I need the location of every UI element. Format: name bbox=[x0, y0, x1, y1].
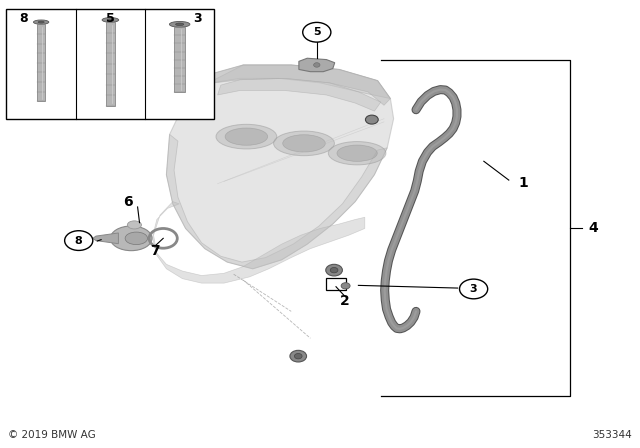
Ellipse shape bbox=[125, 232, 147, 245]
Text: 4: 4 bbox=[588, 221, 598, 236]
Circle shape bbox=[365, 115, 378, 124]
Polygon shape bbox=[299, 58, 335, 72]
Ellipse shape bbox=[283, 135, 325, 152]
Ellipse shape bbox=[110, 226, 152, 250]
Ellipse shape bbox=[107, 19, 114, 21]
Ellipse shape bbox=[127, 221, 141, 229]
Bar bbox=[6, 9, 214, 119]
Bar bbox=[37, 24, 45, 101]
Ellipse shape bbox=[337, 145, 378, 161]
Ellipse shape bbox=[225, 128, 268, 145]
Polygon shape bbox=[218, 78, 381, 111]
Bar bbox=[326, 278, 346, 290]
Ellipse shape bbox=[33, 20, 49, 24]
Text: © 2019 BMW AG: © 2019 BMW AG bbox=[8, 430, 95, 439]
Circle shape bbox=[330, 267, 338, 273]
Text: 8: 8 bbox=[19, 12, 28, 25]
Ellipse shape bbox=[102, 17, 119, 22]
Polygon shape bbox=[93, 233, 118, 244]
Text: 5: 5 bbox=[313, 27, 321, 37]
Circle shape bbox=[314, 63, 320, 67]
Text: 2: 2 bbox=[339, 294, 349, 308]
Text: 353344: 353344 bbox=[593, 430, 632, 439]
Text: 7: 7 bbox=[150, 244, 160, 258]
Polygon shape bbox=[198, 65, 390, 105]
Bar bbox=[174, 27, 186, 92]
Text: 6: 6 bbox=[123, 195, 133, 210]
Text: 5: 5 bbox=[106, 12, 115, 25]
Text: 8: 8 bbox=[75, 236, 83, 246]
Circle shape bbox=[65, 231, 93, 250]
Circle shape bbox=[460, 279, 488, 299]
Polygon shape bbox=[195, 65, 390, 99]
Circle shape bbox=[294, 353, 302, 359]
Ellipse shape bbox=[170, 22, 190, 27]
Polygon shape bbox=[166, 134, 387, 269]
Circle shape bbox=[303, 22, 331, 42]
Ellipse shape bbox=[38, 21, 44, 23]
Text: 1: 1 bbox=[518, 176, 529, 190]
Ellipse shape bbox=[274, 131, 334, 155]
Bar bbox=[106, 22, 115, 106]
Text: 3: 3 bbox=[470, 284, 477, 294]
Circle shape bbox=[326, 264, 342, 276]
Polygon shape bbox=[152, 202, 365, 283]
Ellipse shape bbox=[216, 125, 277, 149]
Ellipse shape bbox=[175, 23, 184, 26]
Text: 3: 3 bbox=[193, 12, 202, 25]
Ellipse shape bbox=[328, 142, 386, 165]
Circle shape bbox=[290, 350, 307, 362]
Polygon shape bbox=[166, 65, 394, 269]
Circle shape bbox=[341, 283, 350, 289]
